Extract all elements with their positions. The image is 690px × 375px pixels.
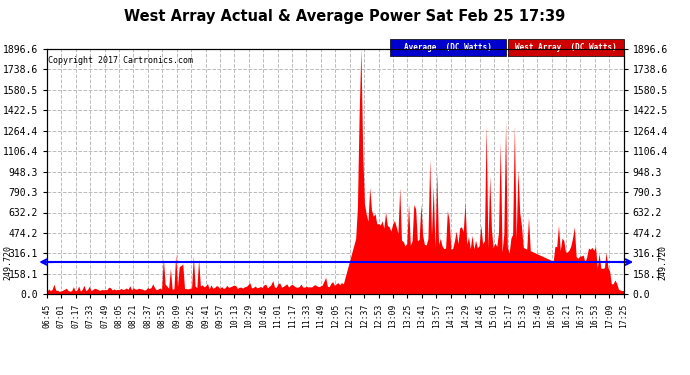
FancyBboxPatch shape <box>390 39 506 56</box>
Text: 249.720: 249.720 <box>658 244 667 279</box>
FancyBboxPatch shape <box>509 39 624 56</box>
Text: 249.720: 249.720 <box>3 244 12 279</box>
Text: Average  (DC Watts): Average (DC Watts) <box>404 43 492 52</box>
Text: Copyright 2017 Cartronics.com: Copyright 2017 Cartronics.com <box>48 56 193 65</box>
Text: West Array Actual & Average Power Sat Feb 25 17:39: West Array Actual & Average Power Sat Fe… <box>124 9 566 24</box>
Text: West Array  (DC Watts): West Array (DC Watts) <box>515 43 617 52</box>
